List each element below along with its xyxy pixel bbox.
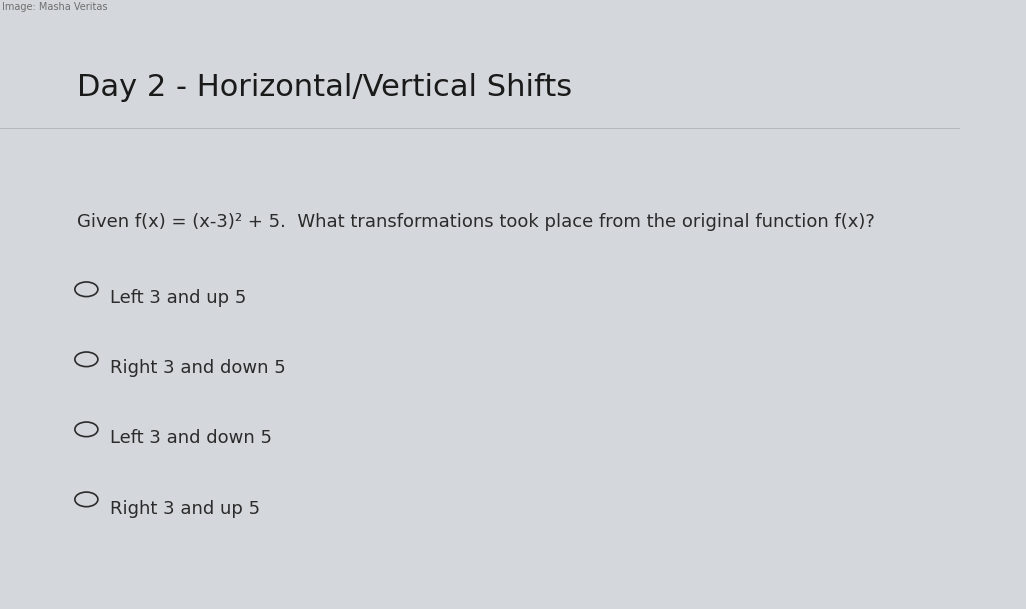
Text: Image: Masha Veritas: Image: Masha Veritas [2, 2, 108, 12]
Text: Given f(x) = (x-3)² + 5.  What transformations took place from the original func: Given f(x) = (x-3)² + 5. What transforma… [77, 213, 874, 231]
Text: Right 3 and up 5: Right 3 and up 5 [111, 499, 261, 518]
Text: Right 3 and down 5: Right 3 and down 5 [111, 359, 286, 378]
Text: Left 3 and down 5: Left 3 and down 5 [111, 429, 272, 448]
Text: Day 2 - Horizontal/Vertical Shifts: Day 2 - Horizontal/Vertical Shifts [77, 73, 571, 102]
Text: Left 3 and up 5: Left 3 and up 5 [111, 289, 246, 308]
